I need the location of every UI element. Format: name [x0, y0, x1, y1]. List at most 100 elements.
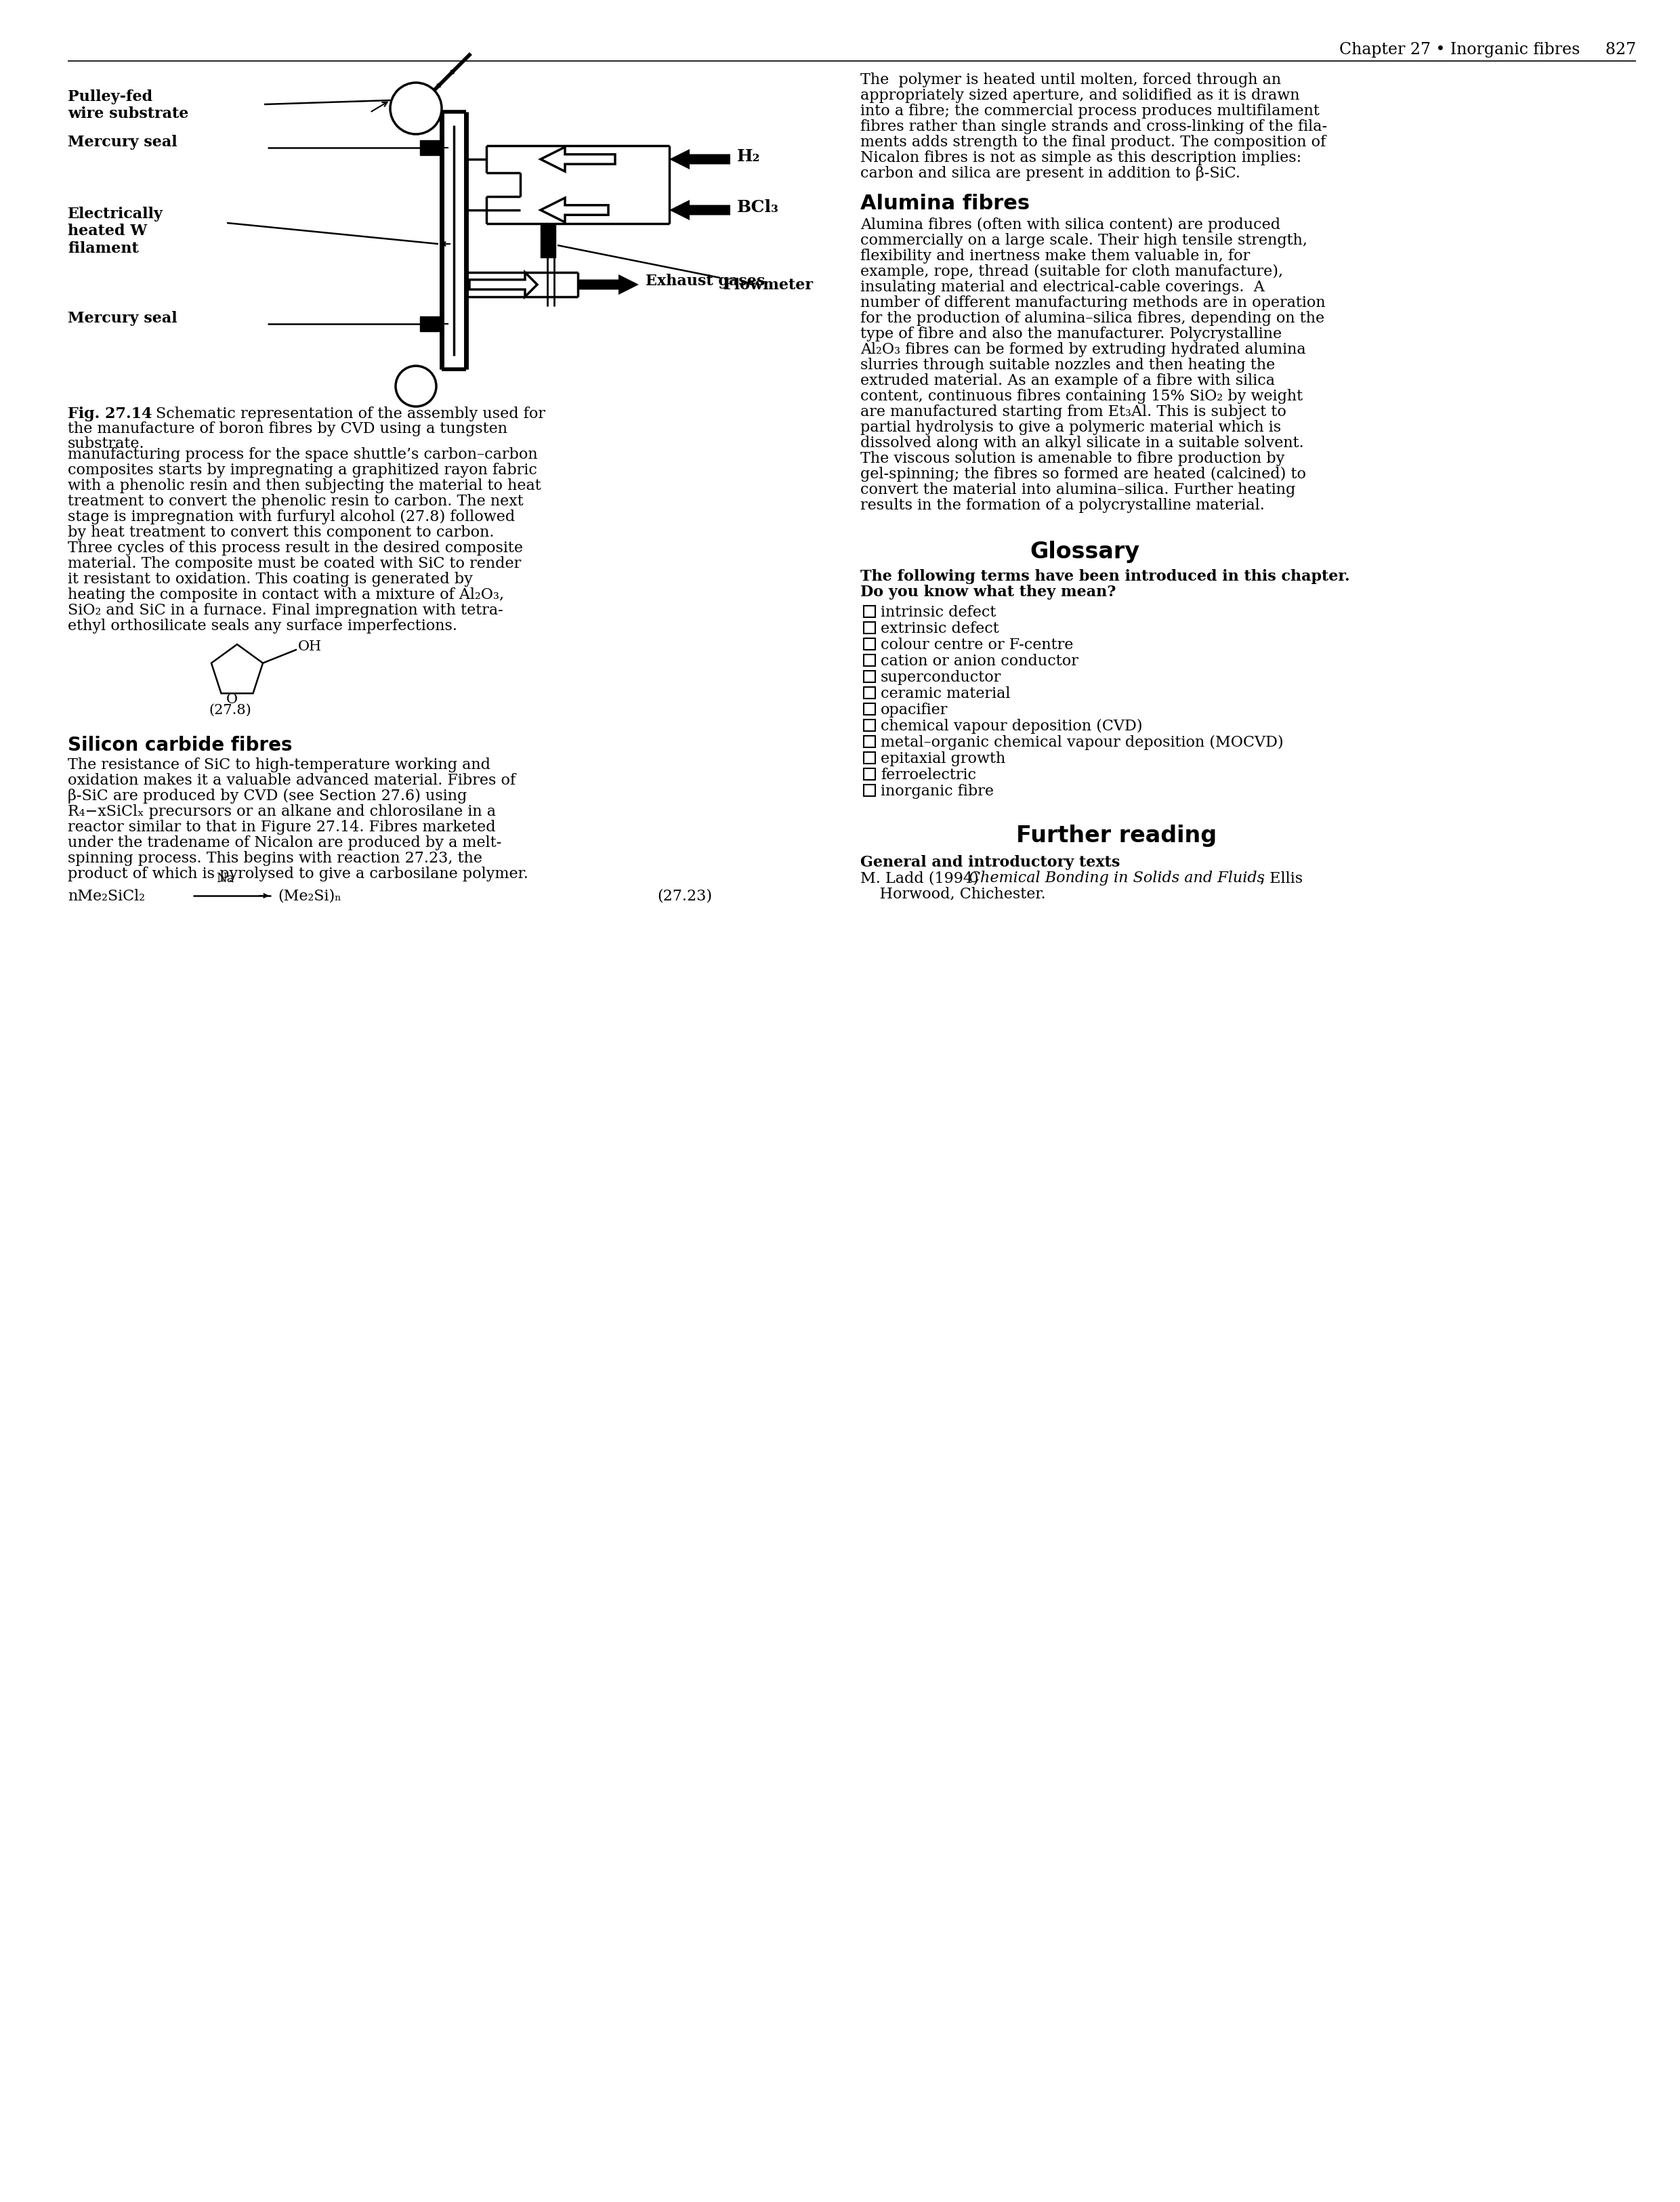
Text: , Ellis: , Ellis [1260, 870, 1302, 885]
Text: chemical vapour deposition (CVD): chemical vapour deposition (CVD) [880, 718, 1142, 733]
Bar [864, 687, 875, 698]
Text: Al₂O₃ fibres can be formed by extruding hydrated alumina: Al₂O₃ fibres can be formed by extruding … [860, 341, 1305, 357]
Text: The viscous solution is amenable to fibre production by: The viscous solution is amenable to fibr… [860, 451, 1285, 467]
Circle shape [395, 366, 437, 407]
Text: Fig. 27.14: Fig. 27.14 [67, 407, 153, 421]
Text: type of fibre and also the manufacturer. Polycrystalline: type of fibre and also the manufacturer.… [860, 326, 1282, 341]
Text: convert the material into alumina–silica. Further heating: convert the material into alumina–silica… [860, 482, 1295, 498]
Text: Mercury seal: Mercury seal [67, 134, 176, 150]
Polygon shape [541, 198, 608, 222]
Text: ferroelectric: ferroelectric [880, 768, 976, 782]
Text: Three cycles of this process result in the desired composite: Three cycles of this process result in t… [67, 542, 522, 555]
Text: R₄−xSiClₓ precursors or an alkane and chlorosilane in a: R₄−xSiClₓ precursors or an alkane and ch… [67, 804, 496, 819]
Text: OH: OH [297, 641, 323, 654]
Text: treatment to convert the phenolic resin to carbon. The next: treatment to convert the phenolic resin … [67, 493, 524, 509]
Text: Nicalon fibres is not as simple as this description implies:: Nicalon fibres is not as simple as this … [860, 150, 1302, 165]
Text: results in the formation of a polycrystalline material.: results in the formation of a polycrysta… [860, 498, 1265, 513]
Circle shape [390, 84, 442, 134]
Bar [864, 672, 875, 683]
Text: nMe₂SiCl₂: nMe₂SiCl₂ [67, 890, 144, 903]
Text: substrate.: substrate. [67, 436, 144, 451]
Polygon shape [669, 150, 731, 170]
Text: The  polymer is heated until molten, forced through an: The polymer is heated until molten, forc… [860, 73, 1282, 88]
Text: under the tradename of Nicalon are produced by a melt-: under the tradename of Nicalon are produ… [67, 835, 502, 850]
Text: Pulley-fed
wire substrate: Pulley-fed wire substrate [67, 90, 188, 121]
Text: colour centre or F-centre: colour centre or F-centre [880, 639, 1074, 652]
Text: heating the composite in contact with a mixture of Al₂O₃,: heating the composite in contact with a … [67, 588, 504, 603]
Text: material. The composite must be coated with SiC to render: material. The composite must be coated w… [67, 557, 521, 570]
Bar [864, 784, 875, 797]
Text: H₂: H₂ [738, 148, 761, 165]
Text: extruded material. As an example of a fibre with silica: extruded material. As an example of a fi… [860, 374, 1275, 388]
Bar [864, 606, 875, 617]
Text: epitaxial growth: epitaxial growth [880, 751, 1005, 766]
Text: with a phenolic resin and then subjecting the material to heat: with a phenolic resin and then subjectin… [67, 478, 541, 493]
Text: the manufacture of boron fibres by CVD using a tungsten: the manufacture of boron fibres by CVD u… [67, 421, 507, 436]
Text: example, rope, thread (suitable for cloth manufacture),: example, rope, thread (suitable for clot… [860, 264, 1284, 280]
Text: β-SiC are produced by CVD (see Section 27.6) using: β-SiC are produced by CVD (see Section 2… [67, 788, 467, 804]
Polygon shape [212, 645, 262, 694]
Bar [420, 317, 442, 330]
Polygon shape [578, 275, 638, 295]
Bar [864, 768, 875, 780]
Text: appropriately sized aperture, and solidified as it is drawn: appropriately sized aperture, and solidi… [860, 88, 1300, 103]
Text: ceramic material: ceramic material [880, 687, 1010, 700]
Text: Glossary: Glossary [1030, 542, 1139, 564]
Bar [541, 225, 556, 258]
Text: ments adds strength to the final product. The composition of: ments adds strength to the final product… [860, 134, 1326, 150]
Text: extrinsic defect: extrinsic defect [880, 621, 1000, 636]
Text: slurries through suitable nozzles and then heating the: slurries through suitable nozzles and th… [860, 357, 1275, 372]
Text: cation or anion conductor: cation or anion conductor [880, 654, 1079, 669]
Text: Further reading: Further reading [1016, 824, 1216, 848]
Text: Alumina fibres: Alumina fibres [860, 194, 1030, 214]
Text: metal–organic chemical vapour deposition (MOCVD): metal–organic chemical vapour deposition… [880, 735, 1284, 751]
Text: Chemical Bonding in Solids and Fluids: Chemical Bonding in Solids and Fluids [969, 870, 1265, 885]
Text: O: O [225, 694, 237, 707]
Text: by heat treatment to convert this component to carbon.: by heat treatment to convert this compon… [67, 524, 494, 539]
Text: reactor similar to that in Figure 27.14. Fibres marketed: reactor similar to that in Figure 27.14.… [67, 819, 496, 835]
Text: M. Ladd (1994): M. Ladd (1994) [860, 870, 983, 885]
Text: composites starts by impregnating a graphitized rayon fabric: composites starts by impregnating a grap… [67, 462, 538, 478]
Text: carbon and silica are present in addition to β-SiC.: carbon and silica are present in additio… [860, 165, 1240, 181]
Text: Flowmeter: Flowmeter [724, 277, 813, 293]
Text: (Me₂Si)ₙ: (Me₂Si)ₙ [277, 890, 341, 903]
Text: partial hydrolysis to give a polymeric material which is: partial hydrolysis to give a polymeric m… [860, 421, 1282, 436]
Text: manufacturing process for the space shuttle’s carbon–carbon: manufacturing process for the space shut… [67, 447, 538, 462]
Text: for the production of alumina–silica fibres, depending on the: for the production of alumina–silica fib… [860, 310, 1324, 326]
Text: stage is impregnation with furfuryl alcohol (27.8) followed: stage is impregnation with furfuryl alco… [67, 509, 516, 524]
Text: BCl₃: BCl₃ [738, 198, 780, 216]
Bar [864, 720, 875, 731]
Text: content, continuous fibres containing 15% SiO₂ by weight: content, continuous fibres containing 15… [860, 390, 1302, 403]
Text: Mercury seal: Mercury seal [67, 310, 176, 326]
Text: Chapter 27 • Inorganic fibres     827: Chapter 27 • Inorganic fibres 827 [1339, 42, 1636, 57]
Text: product of which is pyrolysed to give a carbosilane polymer.: product of which is pyrolysed to give a … [67, 868, 528, 881]
Text: superconductor: superconductor [880, 669, 1001, 685]
Text: opacifier: opacifier [880, 702, 948, 718]
Text: dissolved along with an alkyl silicate in a suitable solvent.: dissolved along with an alkyl silicate i… [860, 436, 1304, 451]
Text: The resistance of SiC to high-temperature working and: The resistance of SiC to high-temperatur… [67, 757, 491, 773]
Text: Electrically
heated W
filament: Electrically heated W filament [67, 207, 163, 255]
Text: inorganic fibre: inorganic fibre [880, 784, 995, 799]
Text: oxidation makes it a valuable advanced material. Fibres of: oxidation makes it a valuable advanced m… [67, 773, 516, 788]
Text: Exhaust gases: Exhaust gases [645, 273, 764, 288]
Text: Alumina fibres (often with silica content) are produced: Alumina fibres (often with silica conten… [860, 218, 1280, 233]
Text: SiO₂ and SiC in a furnace. Final impregnation with tetra-: SiO₂ and SiC in a furnace. Final impregn… [67, 603, 502, 619]
Polygon shape [541, 148, 615, 172]
Text: (27.23): (27.23) [657, 890, 712, 903]
Text: Horwood, Chichester.: Horwood, Chichester. [860, 885, 1045, 901]
Text: flexibility and inertness make them valuable in, for: flexibility and inertness make them valu… [860, 249, 1250, 264]
Text: spinning process. This begins with reaction 27.23, the: spinning process. This begins with react… [67, 850, 482, 865]
Text: ethyl orthosilicate seals any surface imperfections.: ethyl orthosilicate seals any surface im… [67, 619, 457, 634]
Text: Silicon carbide fibres: Silicon carbide fibres [67, 735, 292, 755]
Text: fibres rather than single strands and cross-linking of the fila-: fibres rather than single strands and cr… [860, 119, 1327, 134]
Bar [864, 654, 875, 665]
Bar [864, 753, 875, 764]
Polygon shape [469, 273, 538, 297]
Text: Do you know what they mean?: Do you know what they mean? [860, 586, 1116, 599]
Bar [864, 621, 875, 634]
Text: The following terms have been introduced in this chapter.: The following terms have been introduced… [860, 568, 1349, 584]
Text: intrinsic defect: intrinsic defect [880, 606, 996, 621]
Text: insulating material and electrical-cable coverings.  A: insulating material and electrical-cable… [860, 280, 1265, 295]
Text: General and introductory texts: General and introductory texts [860, 854, 1121, 870]
Bar [864, 735, 875, 746]
